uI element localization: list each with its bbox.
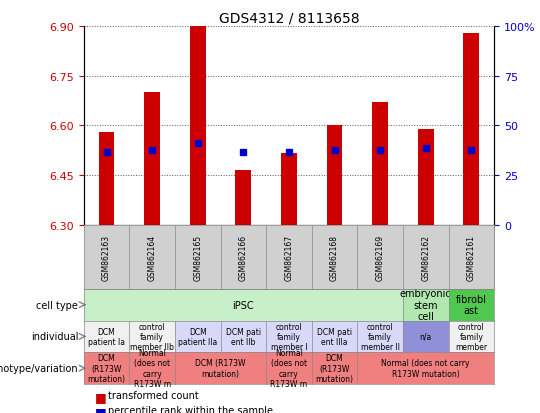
Bar	[327, 126, 342, 225]
Text: control
family
member I: control family member I	[271, 322, 307, 351]
Text: GSM862161: GSM862161	[467, 234, 476, 280]
Text: control
family
member: control family member	[455, 322, 488, 351]
Text: percentile rank within the sample: percentile rank within the sample	[108, 405, 273, 413]
Bar	[418, 129, 434, 225]
Text: GSM862163: GSM862163	[84, 253, 130, 261]
Text: DCM
patient IIa: DCM patient IIa	[178, 327, 217, 346]
Bar	[190, 27, 206, 225]
Bar	[98, 133, 114, 225]
Bar	[372, 103, 388, 225]
Text: transformed count: transformed count	[108, 390, 199, 400]
Text: fibrobl
ast: fibrobl ast	[456, 294, 487, 316]
Text: GSM862161: GSM862161	[448, 253, 494, 261]
Bar	[144, 93, 160, 225]
Text: DCM pati
ent IIb: DCM pati ent IIb	[226, 327, 261, 346]
Text: DCM
(R173W
mutation): DCM (R173W mutation)	[315, 354, 354, 383]
Bar	[281, 154, 297, 225]
Bar	[463, 33, 480, 225]
Text: GSM862162: GSM862162	[403, 253, 449, 261]
Text: control
family
member II: control family member II	[361, 322, 400, 351]
Text: control
family
member IIb: control family member IIb	[130, 322, 174, 351]
Text: cell type: cell type	[36, 300, 78, 310]
Text: n/a: n/a	[420, 332, 432, 341]
Text: GSM862169: GSM862169	[376, 234, 384, 280]
Text: GSM862168: GSM862168	[330, 234, 339, 280]
Text: GSM862163: GSM862163	[102, 234, 111, 280]
Text: ■: ■	[94, 405, 106, 413]
Text: genotype/variation: genotype/variation	[0, 363, 78, 373]
Text: embryonic
stem
cell: embryonic stem cell	[400, 288, 451, 321]
Text: DCM
(R173W
mutation): DCM (R173W mutation)	[87, 354, 125, 383]
Text: DCM
patient Ia: DCM patient Ia	[88, 327, 125, 346]
Text: GSM862166: GSM862166	[220, 253, 266, 261]
Text: DCM pati
ent IIIa: DCM pati ent IIIa	[317, 327, 352, 346]
Bar	[235, 171, 251, 225]
Text: GSM862164: GSM862164	[147, 234, 157, 280]
Text: GSM862165: GSM862165	[174, 253, 221, 261]
Title: GDS4312 / 8113658: GDS4312 / 8113658	[219, 12, 359, 26]
Text: individual: individual	[31, 332, 78, 342]
Text: GSM862165: GSM862165	[193, 234, 202, 280]
Text: GSM862164: GSM862164	[129, 253, 175, 261]
Text: ■: ■	[94, 390, 106, 403]
Text: GSM862167: GSM862167	[285, 234, 293, 280]
Text: GSM862167: GSM862167	[266, 253, 312, 261]
Text: Normal
(does not
carry
R173W m: Normal (does not carry R173W m	[271, 348, 307, 388]
Text: GSM862162: GSM862162	[421, 234, 430, 280]
Text: Normal (does not carry
R173W mutation): Normal (does not carry R173W mutation)	[381, 358, 470, 378]
Text: iPSC: iPSC	[233, 300, 254, 310]
Text: GSM862168: GSM862168	[312, 253, 357, 261]
Text: GSM862166: GSM862166	[239, 234, 248, 280]
Text: GSM862169: GSM862169	[357, 253, 403, 261]
Text: DCM (R173W
mutation): DCM (R173W mutation)	[195, 358, 246, 378]
Text: Normal
(does not
carry
R173W m: Normal (does not carry R173W m	[133, 348, 171, 388]
